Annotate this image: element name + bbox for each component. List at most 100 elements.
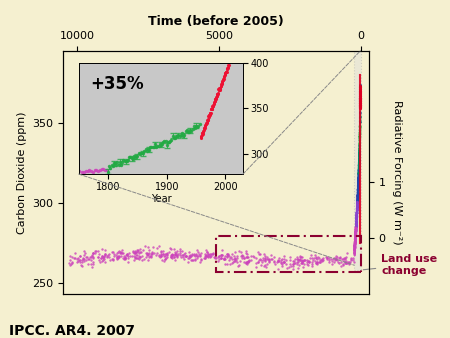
Point xyxy=(287,261,294,266)
Point xyxy=(354,190,361,196)
Point xyxy=(351,243,359,248)
Point xyxy=(352,234,359,240)
Point xyxy=(356,148,363,153)
Point xyxy=(163,143,171,148)
Point xyxy=(352,230,360,236)
Point xyxy=(294,256,301,262)
Point xyxy=(357,104,364,109)
Point xyxy=(355,178,362,184)
Point xyxy=(108,163,115,168)
Point xyxy=(112,161,119,166)
Point xyxy=(355,174,362,179)
Point xyxy=(197,136,204,141)
Point xyxy=(356,156,363,161)
Point xyxy=(356,140,364,145)
Point xyxy=(68,261,75,266)
Point xyxy=(81,249,88,254)
Point xyxy=(77,262,84,267)
Point xyxy=(299,255,306,260)
Point xyxy=(255,251,262,257)
Point xyxy=(171,252,178,257)
Point xyxy=(356,136,364,141)
Point xyxy=(352,225,360,230)
Point xyxy=(194,254,202,259)
Point xyxy=(198,133,205,139)
Point xyxy=(79,257,86,263)
Point xyxy=(113,254,121,259)
Point xyxy=(352,234,360,239)
Point xyxy=(356,144,363,149)
Point xyxy=(131,248,139,254)
Point xyxy=(68,260,76,265)
Point xyxy=(314,254,321,259)
Point xyxy=(351,244,358,249)
Point xyxy=(354,206,361,211)
Point xyxy=(351,238,359,243)
Point xyxy=(330,256,338,261)
Point xyxy=(248,254,255,259)
Point xyxy=(162,254,169,259)
Point xyxy=(166,139,173,144)
Point xyxy=(223,70,230,75)
Point xyxy=(180,257,187,262)
Point xyxy=(353,214,360,219)
Point xyxy=(116,253,123,258)
Point xyxy=(353,228,360,234)
Point xyxy=(79,169,86,174)
Point xyxy=(337,260,344,265)
Point xyxy=(354,202,361,208)
Point xyxy=(346,259,353,264)
Point xyxy=(345,261,352,267)
Point xyxy=(135,249,142,254)
Point xyxy=(356,163,363,168)
Point xyxy=(352,235,359,241)
Point xyxy=(357,110,364,115)
Point xyxy=(352,225,360,230)
Point xyxy=(353,216,360,221)
Point xyxy=(87,254,94,259)
Point xyxy=(355,184,362,189)
Point xyxy=(353,210,360,215)
Point xyxy=(204,254,212,259)
Point xyxy=(352,230,359,235)
Point xyxy=(148,249,155,255)
Point xyxy=(223,251,230,257)
Point xyxy=(356,123,364,129)
Point xyxy=(214,92,221,97)
Point xyxy=(187,254,194,259)
Point xyxy=(334,260,342,265)
Point xyxy=(142,146,149,152)
Point xyxy=(158,248,165,253)
Point xyxy=(307,255,314,261)
Point xyxy=(99,255,107,260)
Point xyxy=(357,104,364,110)
Point xyxy=(131,257,138,262)
Point xyxy=(357,104,364,110)
Point xyxy=(352,231,359,236)
Point xyxy=(224,65,231,70)
Point xyxy=(357,104,364,110)
Point xyxy=(353,220,360,226)
Point xyxy=(355,187,362,192)
Point xyxy=(357,104,364,110)
Point xyxy=(171,257,178,262)
Point xyxy=(353,222,360,228)
Point xyxy=(205,113,212,118)
Point xyxy=(347,257,354,262)
Point xyxy=(265,257,272,262)
Point xyxy=(216,86,224,92)
Point xyxy=(212,96,219,101)
Point xyxy=(355,170,362,175)
Point xyxy=(82,250,89,256)
Point xyxy=(212,97,219,102)
Point xyxy=(144,252,152,258)
Point xyxy=(312,256,319,261)
Point xyxy=(340,255,347,261)
Point xyxy=(127,154,134,160)
Point xyxy=(356,124,364,129)
Point xyxy=(356,124,364,130)
Point xyxy=(355,192,362,197)
Point xyxy=(354,206,361,211)
Point xyxy=(356,143,363,148)
Point xyxy=(221,70,229,76)
